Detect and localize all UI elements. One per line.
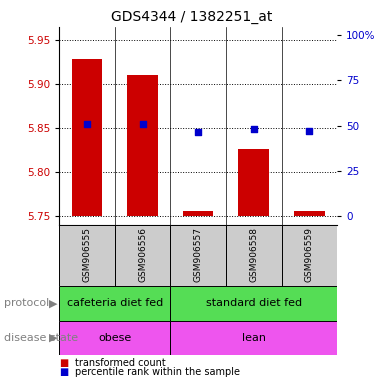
Bar [294, 210, 324, 216]
Text: transformed count: transformed count [75, 358, 165, 368]
Bar [128, 75, 158, 216]
FancyBboxPatch shape [59, 321, 170, 355]
Text: GSM906558: GSM906558 [249, 227, 258, 281]
Text: ▶: ▶ [49, 298, 57, 308]
Point [140, 121, 146, 127]
Text: GSM906555: GSM906555 [83, 227, 92, 281]
Text: lean: lean [242, 333, 266, 343]
FancyBboxPatch shape [282, 225, 337, 286]
Text: ▶: ▶ [49, 333, 57, 343]
FancyBboxPatch shape [226, 225, 282, 286]
Text: protocol: protocol [4, 298, 49, 308]
FancyBboxPatch shape [170, 321, 337, 355]
Point [195, 129, 201, 136]
Text: disease state: disease state [4, 333, 78, 343]
Text: GSM906559: GSM906559 [305, 227, 314, 281]
Text: GDS4344 / 1382251_at: GDS4344 / 1382251_at [111, 10, 272, 23]
Bar [239, 149, 269, 216]
Bar [183, 212, 213, 216]
Text: cafeteria diet fed: cafeteria diet fed [67, 298, 163, 308]
Point [251, 126, 257, 132]
Point [84, 121, 90, 127]
Text: percentile rank within the sample: percentile rank within the sample [75, 367, 240, 377]
Text: GSM906556: GSM906556 [138, 227, 147, 281]
Point [306, 127, 313, 134]
FancyBboxPatch shape [59, 225, 115, 286]
FancyBboxPatch shape [170, 225, 226, 286]
Text: standard diet fed: standard diet fed [206, 298, 302, 308]
FancyBboxPatch shape [170, 286, 337, 321]
Text: GSM906557: GSM906557 [194, 227, 203, 281]
Bar [72, 60, 102, 216]
FancyBboxPatch shape [59, 286, 170, 321]
FancyBboxPatch shape [115, 225, 170, 286]
Text: ■: ■ [59, 358, 69, 368]
Text: ■: ■ [59, 367, 69, 377]
Text: obese: obese [98, 333, 131, 343]
